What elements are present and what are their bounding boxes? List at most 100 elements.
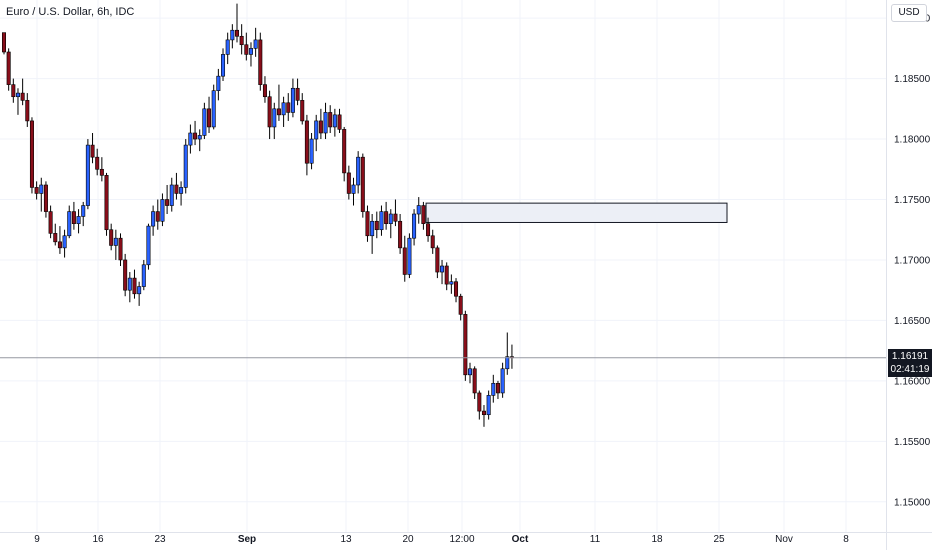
candle-body <box>62 235 67 249</box>
candle-body <box>309 138 314 164</box>
candle <box>295 78 300 106</box>
candle <box>29 117 34 194</box>
y-tick-label: 1.16000 <box>894 376 931 387</box>
candle-body <box>365 211 370 237</box>
candle-body <box>225 39 230 55</box>
candle-body <box>505 356 510 370</box>
candle <box>290 78 295 118</box>
candle-body <box>472 368 477 394</box>
candle <box>109 223 114 251</box>
candle-body <box>477 392 482 412</box>
candle-body <box>109 229 114 246</box>
candle <box>95 148 100 176</box>
candle-body <box>48 211 53 234</box>
candle <box>449 274 454 294</box>
candle <box>225 32 230 65</box>
candle <box>15 88 20 115</box>
candle-body <box>34 187 39 194</box>
candle <box>71 201 76 230</box>
candle-body <box>216 75 221 91</box>
y-tick-label: 1.15000 <box>894 497 931 508</box>
candle-body <box>407 237 412 275</box>
candle <box>211 84 216 130</box>
candle-body <box>221 54 226 77</box>
candle <box>309 133 314 170</box>
candle <box>393 199 398 227</box>
candle <box>426 217 431 242</box>
x-tick-label: Oct <box>512 534 529 545</box>
candle <box>48 205 53 239</box>
candle-body <box>402 247 407 275</box>
x-tick-label: 16 <box>92 534 104 545</box>
grid-lines <box>0 0 886 532</box>
candle-body <box>244 44 249 55</box>
candle <box>137 281 142 306</box>
y-tick-label: 1.17000 <box>894 255 931 266</box>
candle <box>458 293 463 321</box>
candle-body <box>463 314 468 376</box>
candle <box>253 27 258 57</box>
x-tick-label: 20 <box>402 534 414 545</box>
y-tick-label: 1.16500 <box>894 316 931 327</box>
candle <box>43 181 48 218</box>
candle <box>467 362 472 384</box>
candle <box>183 139 188 194</box>
candle <box>477 390 482 420</box>
last-price-tag: 1.16191 02:41:19 <box>888 349 932 377</box>
candle <box>202 102 207 140</box>
candle-body <box>351 184 356 194</box>
candle <box>141 259 146 291</box>
candle <box>127 272 132 303</box>
candle-body <box>53 233 58 243</box>
candle <box>360 153 365 218</box>
candle-body <box>337 114 342 130</box>
candle <box>99 157 104 182</box>
candle-body <box>67 211 72 237</box>
candle-body <box>272 108 277 128</box>
candle-body <box>123 259 128 291</box>
candle-body <box>467 368 472 376</box>
candle-body <box>155 211 160 222</box>
candle-body <box>169 184 174 206</box>
candle <box>500 362 505 398</box>
candle-body <box>146 225 151 266</box>
candle-body <box>160 199 165 222</box>
candle <box>20 78 25 106</box>
candle <box>267 90 272 140</box>
candle <box>174 172 179 200</box>
candle-body <box>104 175 109 231</box>
candle <box>81 201 86 227</box>
candle <box>379 205 384 236</box>
candle-body <box>388 213 393 224</box>
candle <box>412 209 417 246</box>
candle <box>118 233 123 266</box>
candle <box>146 223 151 270</box>
candle-body <box>95 156 100 170</box>
candle <box>262 76 267 103</box>
candle-body <box>384 211 389 224</box>
candle-body <box>276 108 281 116</box>
currency-button[interactable]: USD <box>891 4 927 22</box>
candle <box>25 93 30 127</box>
candle-body <box>183 144 188 188</box>
candle-body <box>118 237 123 261</box>
candle-body <box>90 144 95 158</box>
candle-body <box>356 156 361 186</box>
x-tick-label: Sep <box>238 534 256 545</box>
candle <box>34 181 39 200</box>
candle <box>402 235 407 282</box>
candle <box>374 211 379 239</box>
candle-body <box>127 277 132 291</box>
candle-body <box>416 205 421 215</box>
candle <box>407 233 412 279</box>
candle <box>39 177 44 212</box>
candle <box>300 93 305 125</box>
candle-body <box>248 48 253 55</box>
candle-body <box>370 220 375 237</box>
candle-body <box>481 410 486 416</box>
candle <box>346 165 351 200</box>
candle <box>244 32 249 61</box>
